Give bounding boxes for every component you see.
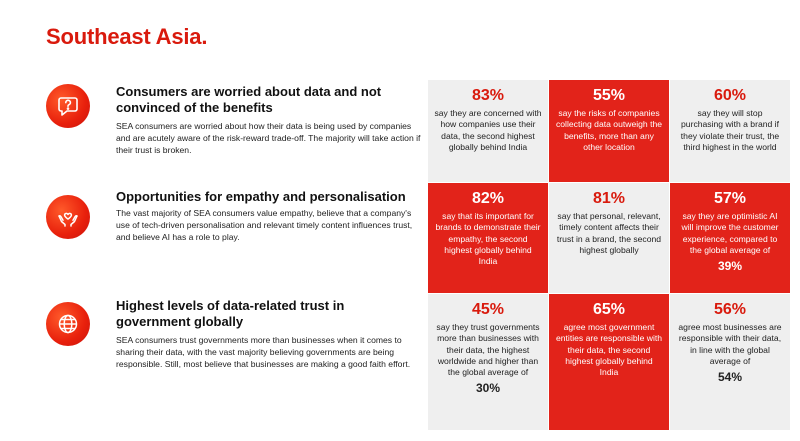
section-heading: Consumers are worried about data and not… [116,84,382,115]
stat-comparison: 30% [475,381,501,396]
stat-description: say they are optimistic AI will improve … [681,211,779,255]
stat-description: say they trust governments more than bus… [436,322,540,378]
question-mark-icon [46,84,90,128]
page-title: Southeast Asia. [46,24,208,49]
section-body: SEA consumers are worried about how thei… [116,121,421,156]
stat-percent: 65% [592,301,626,318]
globe-icon [46,302,90,346]
stat-tile: 65% agree most government entities are r… [549,294,669,430]
section-government-trust: Highest levels of data-related trust in … [46,298,426,388]
stat-comparison: 39% [717,259,743,274]
stats-grid: 83% say they are concerned with how comp… [428,80,790,430]
stat-percent: 55% [592,87,626,104]
section-body: The vast majority of SEA consumers value… [116,208,413,243]
stat-description: say that its important for brands to dem… [435,211,541,267]
stat-tile: 57% say they are optimistic AI will impr… [670,183,790,293]
stat-tile: 81% say that personal, relevant, timely … [549,183,669,293]
stat-description: agree most businesses are responsible wi… [678,322,782,366]
stat-description: say the risks of companies collecting da… [555,108,663,152]
stat-tile: 83% say they are concerned with how comp… [428,80,548,182]
section-data-worries: Consumers are worried about data and not… [46,84,426,164]
stat-percent: 60% [713,87,747,104]
hands-heart-icon [46,195,90,239]
section-empathy: Opportunities for empathy and personalis… [46,189,426,259]
stat-description: say they will stop purchasing with a bra… [680,108,780,152]
stat-percent: 56% [713,301,747,318]
stat-tile: 56% agree most businesses are responsibl… [670,294,790,430]
stat-tile: 55% say the risks of companies collectin… [549,80,669,182]
stat-tile: 60% say they will stop purchasing with a… [670,80,790,182]
section-body: SEA consumers trust governments more tha… [116,335,411,370]
stat-percent: 82% [471,190,505,207]
stat-description: say they are concerned with how companie… [434,108,542,152]
stat-description: say that personal, relevant, timely cont… [556,211,662,255]
stat-tile: 45% say they trust governments more than… [428,294,548,430]
stat-tile: 82% say that its important for brands to… [428,183,548,293]
stat-percent: 45% [471,301,505,318]
stat-comparison: 54% [717,370,743,385]
section-heading: Opportunities for empathy and personalis… [116,189,406,204]
stat-percent: 81% [592,190,626,207]
stat-description: agree most government entities are respo… [555,322,663,378]
section-heading: Highest levels of data-related trust in … [116,298,345,329]
stat-percent: 83% [471,87,505,104]
stat-percent: 57% [713,190,747,207]
